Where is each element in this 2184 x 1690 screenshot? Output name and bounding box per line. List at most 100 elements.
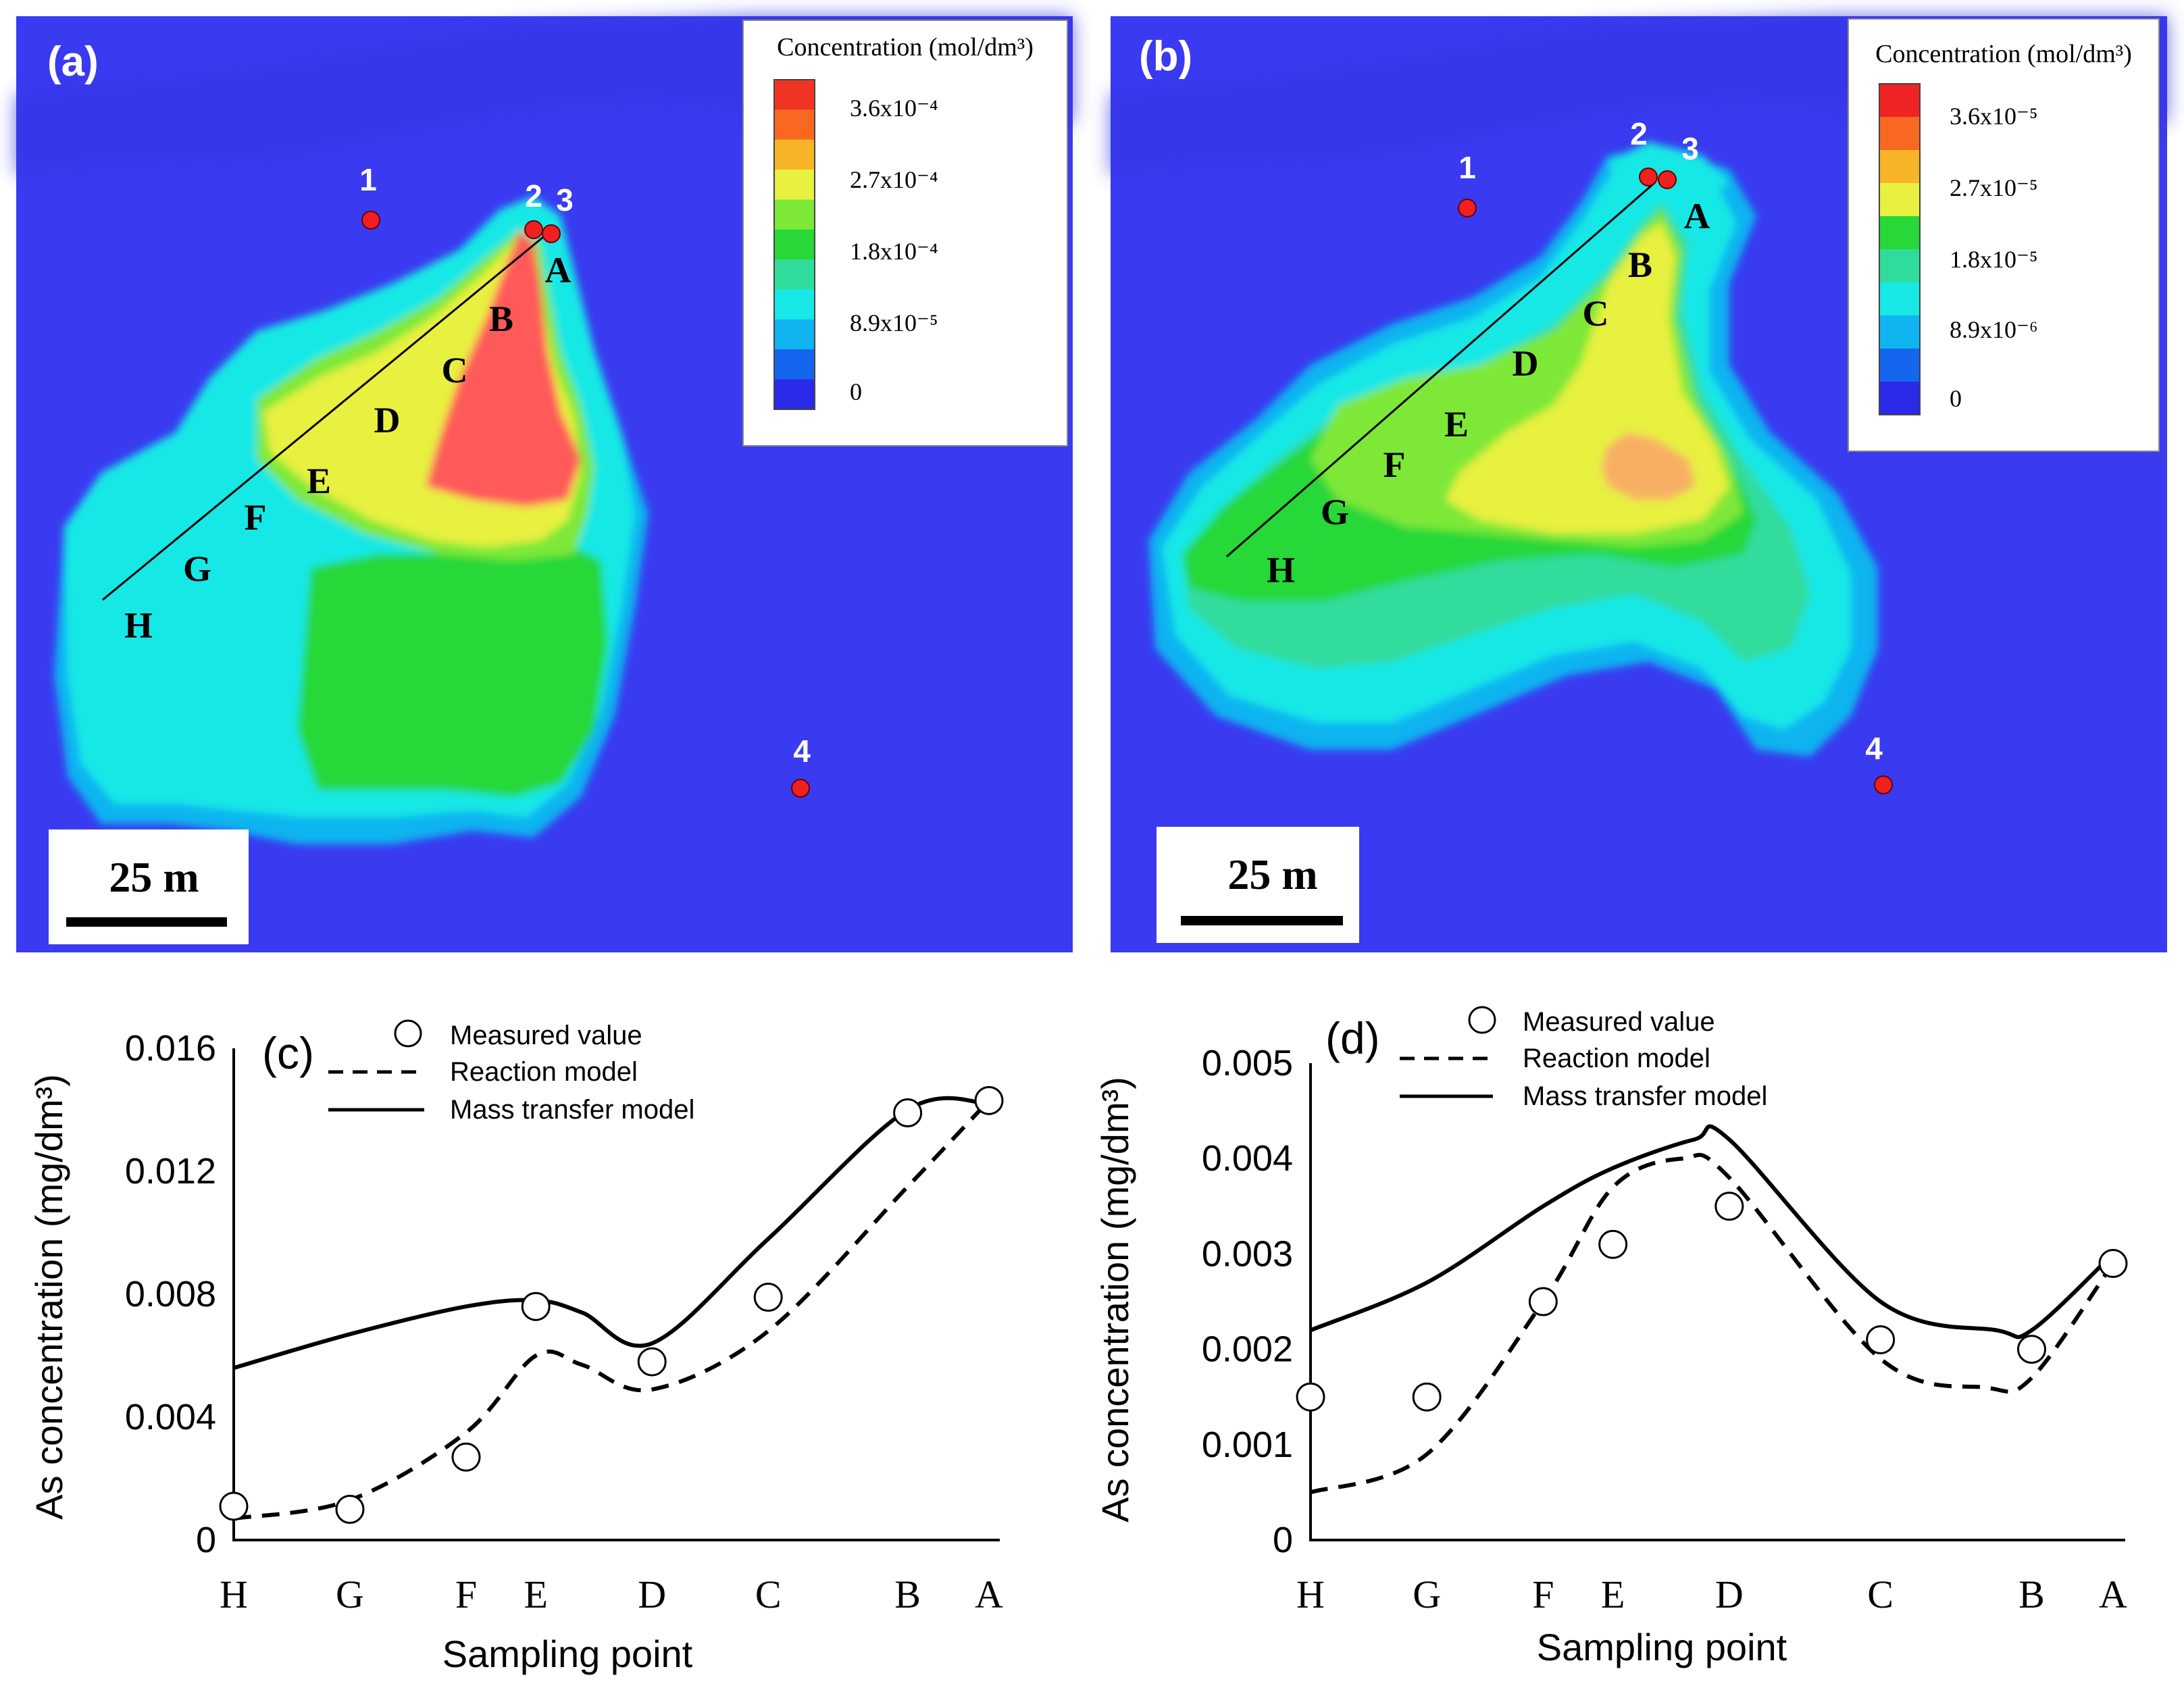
- measured-value-point: [451, 1442, 481, 1472]
- legend-color-swatch: [1879, 349, 1920, 382]
- measured-value-point: [637, 1347, 667, 1377]
- x-tick-label: D: [1715, 1572, 1744, 1616]
- y-tick-label: 0.003: [1202, 1233, 1293, 1274]
- legend-color-swatch: [774, 170, 815, 200]
- legend-color-swatch: [1879, 282, 1920, 316]
- x-tick-label: H: [1296, 1572, 1325, 1616]
- x-tick-label: C: [1867, 1572, 1894, 1616]
- chart-c: 0 0.004 0.008 0.012 0.016 H G F E D C B A (c) Sampl…: [28, 1019, 1004, 1675]
- legend-color-swatch: [774, 139, 815, 170]
- wells-b: 1 2 3 4: [1458, 116, 1893, 794]
- x-tick-label: F: [1532, 1572, 1554, 1616]
- transect-point-label: F: [1383, 444, 1406, 485]
- legend-color-swatch: [774, 259, 815, 290]
- legend-c: Measured value Reaction model Mass trans…: [328, 1019, 694, 1125]
- transect-point-label: D: [374, 400, 401, 440]
- y-tick-label: 0: [1273, 1520, 1293, 1560]
- transect-labels-a: A B C D E F G H: [124, 250, 572, 646]
- measured-value-point: [1296, 1382, 1325, 1412]
- x-axis-title: Sampling point: [1537, 1626, 1787, 1668]
- y-tick-label: 0: [196, 1520, 216, 1560]
- y-tick-label: 0.005: [1202, 1043, 1293, 1083]
- legend-color-swatch: [774, 379, 815, 410]
- legend-color-swatch: [1879, 150, 1920, 184]
- wells-a: 1 2 3 4: [359, 162, 811, 798]
- well-marker: [361, 211, 380, 230]
- scale-bar-b: 25 m: [1157, 827, 1359, 943]
- measured-value-point: [219, 1491, 249, 1521]
- legend-tick: 1.8x10⁻⁵: [1950, 246, 2038, 273]
- legend-tick: 2.7x10⁻⁵: [1950, 174, 2038, 201]
- measured-value-point: [1598, 1229, 1628, 1259]
- transect-line-b: [1226, 181, 1656, 558]
- plume-core: [1601, 432, 1696, 500]
- x-tick-label: B: [2018, 1572, 2045, 1616]
- measured-value-point: [1412, 1382, 1442, 1412]
- legend-tick: 3.6x10⁻⁴: [850, 95, 938, 122]
- legend-text: Measured value: [1523, 1007, 1715, 1037]
- x-tick-label: B: [894, 1572, 921, 1616]
- legend-color-swatch: [774, 199, 815, 230]
- x-tick-label: E: [524, 1572, 547, 1616]
- legend-title: Concentration (mol/dm³): [777, 33, 1034, 61]
- transect-point-label: A: [1684, 196, 1710, 236]
- x-tick-label: G: [336, 1572, 364, 1616]
- measured-value-point: [893, 1098, 923, 1128]
- legend-color-swatch: [1879, 117, 1920, 151]
- x-tick-label: A: [975, 1572, 1003, 1616]
- well-label: 3: [556, 182, 574, 217]
- well-label: 4: [1865, 731, 1883, 766]
- well-marker: [1658, 170, 1677, 189]
- panel-label-c: (c): [262, 1028, 314, 1078]
- x-axis-title: Sampling point: [442, 1633, 693, 1675]
- legend-tick: 8.9x10⁻⁶: [1950, 316, 2038, 343]
- legend-color-swatch: [1879, 249, 1920, 283]
- legend-tick: 8.9x10⁻⁵: [850, 309, 938, 336]
- well-label: 2: [525, 178, 542, 213]
- legend-scale-border: [773, 79, 815, 410]
- legend-color-scale: [1879, 83, 1921, 415]
- well-label: 1: [359, 162, 377, 197]
- legend-text: Mass transfer model: [450, 1095, 694, 1125]
- x-tick-label: G: [1413, 1572, 1441, 1616]
- well-marker: [524, 220, 543, 239]
- y-tick-label: 0.008: [125, 1274, 216, 1314]
- legend-color-swatch: [774, 109, 815, 140]
- legend-color-swatch: [1879, 382, 1920, 415]
- measured-value-point: [974, 1085, 1004, 1115]
- transect-point-label: F: [245, 497, 267, 538]
- y-axis-title: As concentration (mg/dm³): [28, 1074, 70, 1520]
- reaction-model-line: [1310, 1152, 2115, 1495]
- legend-color-swatch: [774, 319, 815, 350]
- scale-bar-line: [1181, 916, 1343, 925]
- legend-color-swatch: [1879, 315, 1920, 349]
- measured-value-point: [1715, 1192, 1744, 1221]
- measured-value-point: [335, 1495, 365, 1524]
- measured-value-point: [2098, 1249, 2128, 1279]
- legend-color-swatch: [1879, 84, 1920, 118]
- legend-color-swatch: [774, 80, 815, 110]
- legend-scale-border: [1879, 83, 1921, 415]
- transect-point-label: G: [183, 548, 211, 589]
- transect-point-label: C: [1583, 293, 1609, 334]
- legend-a: Concentration (mol/dm³) 3.6x10⁻⁴ 2.7x10⁻…: [742, 20, 1068, 446]
- reaction-model-line: [233, 1099, 991, 1521]
- y-tick-label: 0.016: [125, 1028, 216, 1069]
- plume-level-3: [297, 540, 608, 797]
- panel-label-b: (b): [1139, 33, 1192, 80]
- panel-label-d: (d): [1325, 1013, 1380, 1063]
- legend-marker-measured: [1468, 1006, 1496, 1034]
- scale-bar-line: [66, 917, 227, 927]
- well-label: 4: [793, 734, 811, 769]
- mass-transfer-model-line: [233, 1096, 990, 1371]
- legend-tick: 0: [1950, 385, 1962, 412]
- transect-point-label: B: [489, 299, 513, 339]
- legend-tick: 3.6x10⁻⁵: [1950, 103, 2038, 130]
- y-tick-label: 0.001: [1202, 1425, 1293, 1465]
- legend-color-swatch: [1879, 183, 1920, 217]
- transect-point-label: D: [1513, 343, 1539, 384]
- legend-text: Reaction model: [450, 1057, 638, 1087]
- well-marker: [1874, 775, 1893, 794]
